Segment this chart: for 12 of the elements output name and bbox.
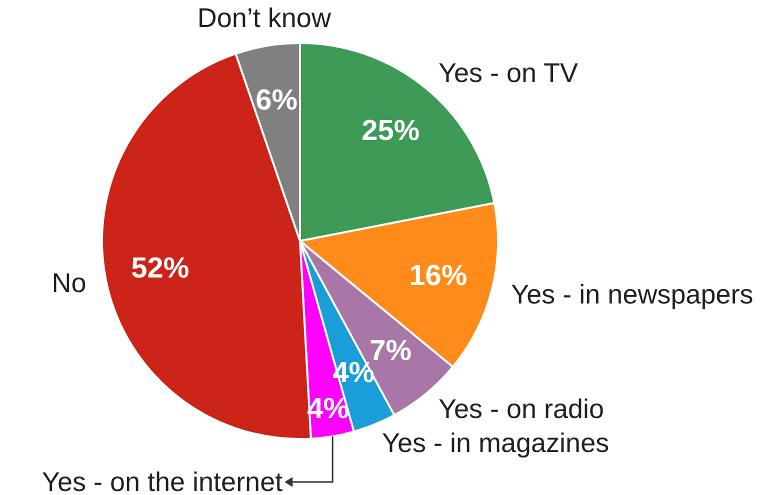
slice-label: Yes - in magazines [382,428,610,458]
data-label: 52% [131,252,190,284]
data-label: 7% [370,335,412,368]
data-label: 6% [256,84,298,116]
slice-label: No [52,268,86,298]
slice-label: Yes - on radio [438,394,604,424]
slice-label: Yes - in newspapers [511,279,754,310]
slice-label: Yes - on TV [438,58,578,88]
slice-label: Don’t know [197,3,332,34]
data-label: 25% [362,114,420,147]
data-label: 16% [409,260,468,292]
slice-label: Yes - on the internet [42,467,284,495]
